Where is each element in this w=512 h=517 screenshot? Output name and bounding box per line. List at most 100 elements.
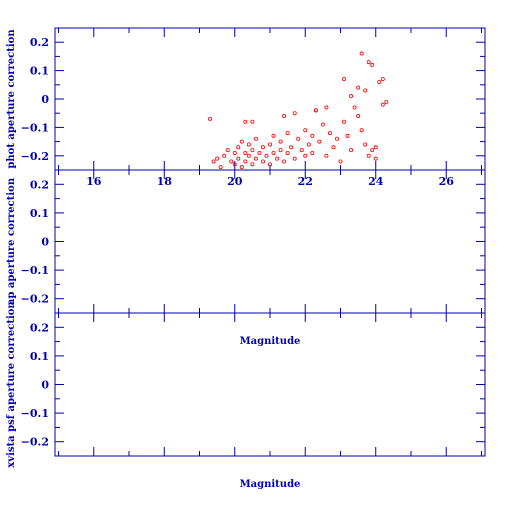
data-point — [373, 156, 378, 161]
data-point — [253, 156, 258, 161]
data-point — [338, 159, 343, 164]
y-tick-label: 0 — [41, 379, 49, 392]
y-tick-label: 0.2 — [30, 178, 49, 191]
data-point — [313, 108, 318, 113]
data-point — [303, 128, 308, 133]
data-point — [292, 156, 297, 161]
data-point — [303, 153, 308, 158]
data-point — [236, 145, 241, 150]
y-tick-label: 0 — [41, 236, 49, 249]
data-point — [282, 159, 287, 164]
data-point — [324, 105, 329, 110]
data-point — [342, 77, 347, 82]
data-point — [222, 153, 227, 158]
y-tick-label: 0.2 — [30, 321, 49, 334]
panel-3-frame — [54, 312, 486, 457]
data-point — [285, 131, 290, 136]
data-point — [356, 114, 361, 119]
data-point — [264, 153, 269, 158]
data-point — [359, 51, 364, 56]
data-point — [373, 145, 378, 150]
y-axis-title: phot aperture correction — [6, 29, 17, 169]
data-point — [363, 88, 368, 93]
y-tick-label: 0.2 — [30, 36, 49, 49]
data-point — [384, 99, 389, 104]
data-point — [282, 114, 287, 119]
data-point — [250, 148, 255, 153]
data-point — [349, 148, 354, 153]
data-point — [380, 77, 385, 82]
y-tick-label: −0.1 — [21, 264, 49, 277]
data-point — [296, 136, 301, 141]
data-point — [285, 150, 290, 155]
data-point — [317, 139, 322, 144]
data-point — [359, 128, 364, 133]
y-axis-title: xvista psf aperture correction — [6, 301, 17, 468]
data-point — [243, 119, 248, 124]
y-tick-label: −0.1 — [21, 407, 49, 420]
panel-1-frame — [54, 27, 486, 171]
data-point — [289, 145, 294, 150]
x-axis-title: Magnitude — [240, 479, 301, 490]
data-point — [324, 153, 329, 158]
data-point — [370, 148, 375, 153]
data-point — [356, 85, 361, 90]
x-tick-label: 26 — [439, 175, 455, 188]
y-axis-title: ap aperture correction — [6, 177, 17, 305]
y-tick-label: −0.2 — [21, 293, 49, 306]
data-point — [278, 148, 283, 153]
x-tick-label: 20 — [227, 175, 243, 188]
data-point — [253, 136, 258, 141]
x-tick-label: 16 — [86, 175, 102, 188]
data-point — [215, 156, 220, 161]
data-point — [257, 150, 262, 155]
y-tick-label: −0.1 — [21, 121, 49, 134]
data-point — [218, 165, 223, 170]
x-tick-label: 24 — [368, 175, 384, 188]
data-point — [275, 156, 280, 161]
data-point — [267, 162, 272, 167]
data-point — [377, 79, 382, 84]
data-point — [260, 159, 265, 164]
data-point — [211, 159, 216, 164]
data-point — [342, 119, 347, 124]
data-point — [370, 62, 375, 67]
data-point — [208, 116, 213, 121]
y-tick-label: 0 — [41, 93, 49, 106]
data-point — [246, 142, 251, 147]
data-point — [310, 150, 315, 155]
data-point — [366, 60, 371, 65]
data-point — [243, 150, 248, 155]
data-point — [345, 133, 350, 138]
y-tick-label: 0.1 — [30, 65, 49, 78]
data-point — [236, 156, 241, 161]
data-point — [363, 142, 368, 147]
data-point — [310, 133, 315, 138]
data-point — [271, 133, 276, 138]
x-tick-label: 22 — [298, 175, 313, 188]
data-point — [306, 142, 311, 147]
data-point — [225, 148, 230, 153]
x-tick-label: 18 — [157, 175, 173, 188]
data-point — [271, 150, 276, 155]
data-point — [239, 139, 244, 144]
y-tick-label: 0.1 — [30, 350, 49, 363]
y-tick-label: 0.1 — [30, 207, 49, 220]
data-point — [229, 159, 234, 164]
data-point — [250, 162, 255, 167]
panel-2-frame — [54, 169, 486, 314]
data-point — [260, 145, 265, 150]
y-tick-label: −0.2 — [21, 436, 49, 449]
data-point — [366, 153, 371, 158]
data-point — [334, 136, 339, 141]
data-point — [267, 142, 272, 147]
x-axis-title: Magnitude — [240, 336, 301, 347]
data-point — [352, 105, 357, 110]
y-tick-label: −0.2 — [21, 150, 49, 163]
data-point — [349, 94, 354, 99]
data-point — [380, 102, 385, 107]
data-point — [278, 139, 283, 144]
data-point — [232, 150, 237, 155]
